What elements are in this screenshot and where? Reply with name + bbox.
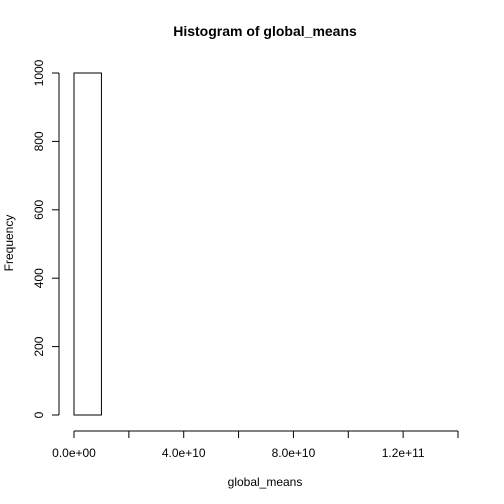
x-tick-label: 4.0e+10	[162, 446, 206, 460]
y-tick-label: 0	[32, 411, 46, 418]
y-tick-label: 200	[32, 336, 46, 356]
x-tick-label: 0.0e+00	[52, 446, 96, 460]
y-tick-label: 1000	[32, 59, 46, 86]
y-tick-label: 800	[32, 131, 46, 151]
chart-title: Histogram of global_means	[173, 23, 357, 39]
x-tick-label: 8.0e+10	[272, 446, 316, 460]
y-tick-label: 600	[32, 199, 46, 219]
histogram-bar	[73, 72, 102, 416]
y-axis: 0 200 400 600 800 1000	[32, 59, 60, 418]
x-axis: 0.0e+00 4.0e+10 8.0e+10 1.2e+11	[52, 430, 459, 460]
y-tick-label: 400	[32, 268, 46, 288]
x-tick-label: 1.2e+11	[382, 446, 425, 460]
y-axis-label: Frequency	[2, 215, 16, 272]
bars-group	[73, 72, 102, 416]
x-axis-label: global_means	[228, 475, 303, 489]
